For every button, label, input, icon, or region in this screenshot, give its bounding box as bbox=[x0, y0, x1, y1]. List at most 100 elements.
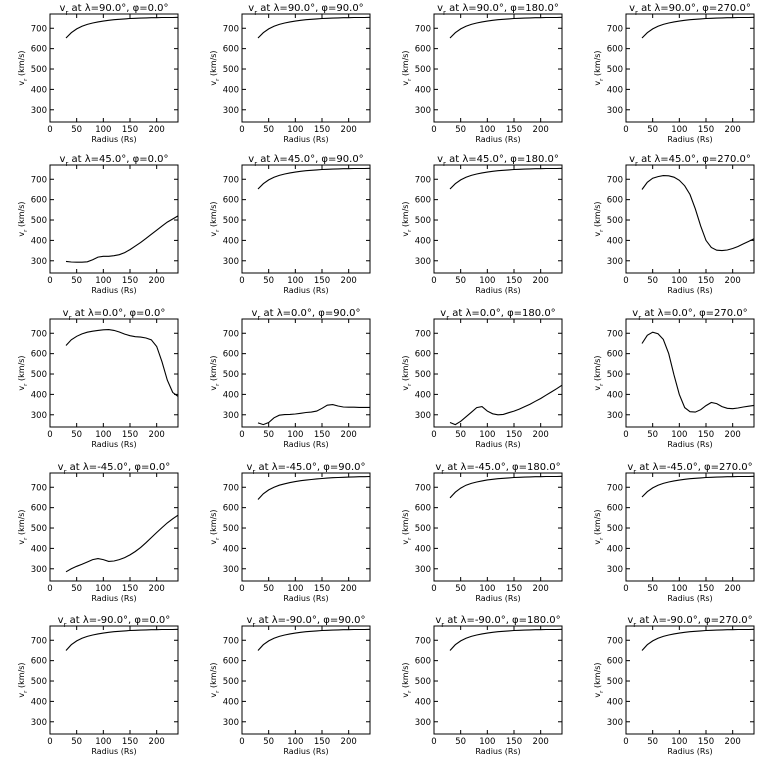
panel-5-2: vr at λ=-90.0°, φ=90.0° 0 50 100 150 200 300 40… bbox=[209, 615, 371, 756]
y-tick-label: 700 bbox=[607, 175, 623, 185]
y-axis-label: vr (km/s) bbox=[593, 201, 605, 236]
y-tick-label: 300 bbox=[415, 565, 431, 575]
y-tick-label: 700 bbox=[415, 24, 431, 34]
y-tick-label: 700 bbox=[415, 483, 431, 493]
y-tick-label: 300 bbox=[31, 106, 47, 116]
y-axis-label: vr (km/s) bbox=[593, 509, 605, 544]
x-tick-label: 0 bbox=[431, 737, 436, 747]
x-tick-label: 100 bbox=[671, 125, 687, 135]
x-tick-label: 200 bbox=[533, 276, 549, 286]
y-tick-label: 400 bbox=[31, 390, 47, 400]
x-tick-label: 150 bbox=[122, 276, 138, 286]
x-tick-label: 0 bbox=[431, 125, 436, 135]
y-axis-label: vr (km/s) bbox=[401, 201, 413, 236]
plot-frame bbox=[241, 472, 371, 582]
panel-1-2: vr at λ=90.0°, φ=90.0° 0 50 100 150 200 300 400… bbox=[209, 3, 371, 144]
panel-3-3: vr at λ=0.0°, φ=180.0° 0 50 100 150 200 300 400… bbox=[401, 308, 563, 449]
panel-title: vr at λ=0.0°, φ=270.0° bbox=[632, 308, 747, 322]
panel-5-4: vr at λ=-90.0°, φ=270.0° 0 50 100 150 200 300 4… bbox=[593, 615, 755, 756]
y-tick-label: 700 bbox=[415, 329, 431, 339]
x-axis-label: Radius (Rs) bbox=[283, 286, 328, 295]
x-tick-label: 200 bbox=[533, 584, 549, 594]
x-tick-label: 150 bbox=[122, 430, 138, 440]
series-line bbox=[449, 16, 563, 39]
x-tick-label: 50 bbox=[455, 125, 466, 135]
y-tick-label: 700 bbox=[607, 24, 623, 34]
x-tick-label: 100 bbox=[287, 276, 303, 286]
y-tick-label: 300 bbox=[31, 718, 47, 728]
y-axis-label: vr (km/s) bbox=[209, 355, 221, 390]
x-tick-label: 200 bbox=[341, 737, 357, 747]
x-tick-label: 150 bbox=[698, 276, 714, 286]
x-tick-label: 200 bbox=[341, 125, 357, 135]
plot-frame bbox=[433, 164, 563, 274]
series-line bbox=[257, 167, 371, 190]
y-tick-label: 300 bbox=[31, 257, 47, 267]
x-tick-label: 0 bbox=[623, 430, 628, 440]
y-tick-label: 300 bbox=[607, 106, 623, 116]
x-axis-label: Radius (Rs) bbox=[91, 747, 136, 756]
x-tick-label: 100 bbox=[95, 276, 111, 286]
series-line bbox=[641, 175, 755, 252]
y-tick-label: 600 bbox=[223, 657, 239, 667]
y-tick-label: 600 bbox=[415, 657, 431, 667]
y-axis-label: vr (km/s) bbox=[209, 662, 221, 697]
panel-2-1: vr at λ=45.0°, φ=0.0° 0 50 100 150 200 300 400 5… bbox=[17, 154, 179, 295]
y-tick-label: 400 bbox=[607, 544, 623, 554]
y-axis-label: vr (km/s) bbox=[17, 50, 29, 85]
y-tick-label: 600 bbox=[607, 350, 623, 360]
y-axis-label: vr (km/s) bbox=[593, 50, 605, 85]
panel-title: vr at λ=-90.0°, φ=180.0° bbox=[435, 615, 560, 629]
x-tick-label: 200 bbox=[341, 276, 357, 286]
panel-3-1: vr at λ=0.0°, φ=0.0° 0 50 100 150 200 300 400 50… bbox=[17, 308, 179, 449]
panel-title: vr at λ=45.0°, φ=180.0° bbox=[437, 154, 559, 168]
x-tick-label: 0 bbox=[431, 584, 436, 594]
y-tick-label: 300 bbox=[415, 257, 431, 267]
x-tick-label: 100 bbox=[287, 125, 303, 135]
x-tick-label: 50 bbox=[647, 430, 658, 440]
y-tick-label: 600 bbox=[415, 350, 431, 360]
y-tick-label: 600 bbox=[223, 196, 239, 206]
y-tick-label: 700 bbox=[223, 24, 239, 34]
plot-frame bbox=[49, 164, 179, 274]
x-tick-label: 150 bbox=[506, 584, 522, 594]
y-tick-label: 500 bbox=[31, 65, 47, 75]
plot-frame bbox=[49, 625, 179, 735]
panel-title: vr at λ=-90.0°, φ=0.0° bbox=[58, 615, 171, 629]
plot-frame bbox=[433, 318, 563, 428]
panel-title: vr at λ=-90.0°, φ=90.0° bbox=[247, 615, 366, 629]
plot-frame bbox=[433, 625, 563, 735]
x-tick-label: 100 bbox=[95, 430, 111, 440]
y-axis-label: vr (km/s) bbox=[209, 50, 221, 85]
plot-frame bbox=[241, 164, 371, 274]
x-axis-label: Radius (Rs) bbox=[475, 747, 520, 756]
panel-title: vr at λ=-45.0°, φ=90.0° bbox=[247, 462, 366, 476]
x-tick-label: 200 bbox=[533, 125, 549, 135]
x-tick-label: 150 bbox=[122, 125, 138, 135]
x-tick-label: 50 bbox=[263, 276, 274, 286]
y-tick-label: 700 bbox=[415, 175, 431, 185]
y-tick-label: 300 bbox=[607, 411, 623, 421]
x-tick-label: 200 bbox=[725, 125, 741, 135]
x-axis-label: Radius (Rs) bbox=[667, 286, 712, 295]
y-tick-label: 400 bbox=[607, 390, 623, 400]
y-tick-label: 700 bbox=[415, 636, 431, 646]
y-tick-label: 700 bbox=[607, 329, 623, 339]
y-tick-label: 300 bbox=[223, 718, 239, 728]
x-tick-label: 50 bbox=[263, 430, 274, 440]
y-tick-label: 400 bbox=[223, 544, 239, 554]
y-tick-label: 600 bbox=[415, 45, 431, 55]
x-tick-label: 150 bbox=[314, 276, 330, 286]
y-tick-label: 500 bbox=[607, 65, 623, 75]
series-line bbox=[641, 628, 755, 651]
y-tick-label: 400 bbox=[415, 236, 431, 246]
y-tick-label: 700 bbox=[223, 636, 239, 646]
x-tick-label: 150 bbox=[122, 737, 138, 747]
x-tick-label: 50 bbox=[71, 737, 82, 747]
y-tick-label: 700 bbox=[223, 483, 239, 493]
x-tick-label: 50 bbox=[71, 430, 82, 440]
panel-2-2: vr at λ=45.0°, φ=90.0° 0 50 100 150 200 300 400… bbox=[209, 154, 371, 295]
x-tick-label: 50 bbox=[71, 276, 82, 286]
y-tick-label: 700 bbox=[607, 636, 623, 646]
